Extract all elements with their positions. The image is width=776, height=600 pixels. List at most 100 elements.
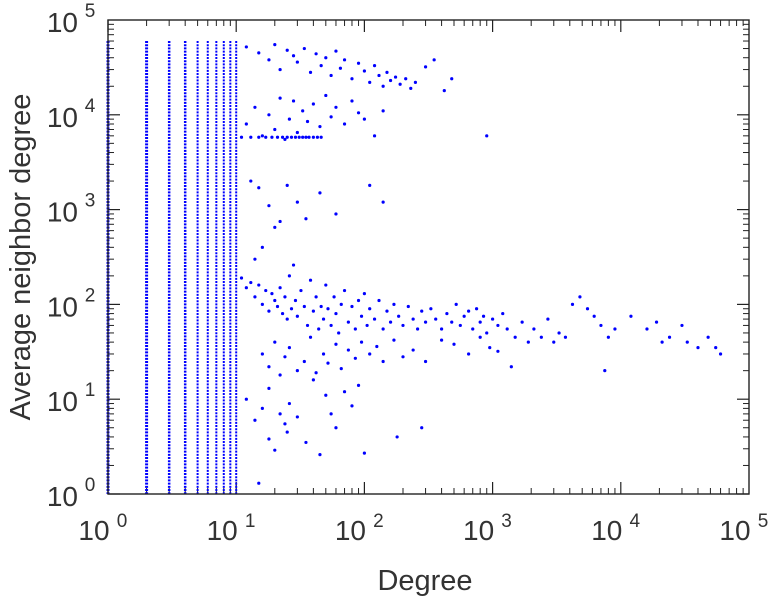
scatter-point xyxy=(346,348,350,352)
scatter-point xyxy=(239,135,244,139)
scatter-point xyxy=(264,288,268,293)
scatter-point xyxy=(645,327,649,331)
scatter-point xyxy=(381,200,385,204)
x-tick-exponent: 2 xyxy=(373,511,384,532)
scatter-point xyxy=(305,119,310,124)
scatter-point xyxy=(592,314,596,318)
scatter-point xyxy=(365,323,369,328)
scatter-point xyxy=(280,311,285,316)
scatter-point xyxy=(395,435,399,439)
scatter-point xyxy=(260,406,264,410)
scatter-point xyxy=(321,317,326,321)
scatter-point xyxy=(295,415,299,419)
scatter-point xyxy=(260,302,264,306)
axis-ticks xyxy=(107,20,749,495)
scatter-point xyxy=(257,135,261,139)
y-tick-exponent: 1 xyxy=(85,380,96,401)
scatter-point xyxy=(397,314,401,318)
scatter-point xyxy=(342,58,347,62)
scatter-points xyxy=(239,43,723,485)
scatter-point xyxy=(359,314,364,318)
scatter-point xyxy=(260,134,264,138)
scatter-point xyxy=(253,257,257,261)
scatter-point xyxy=(375,344,379,349)
scatter-point xyxy=(413,80,418,84)
scatter-point xyxy=(439,327,444,331)
scatter-point xyxy=(329,73,333,78)
scatter-point xyxy=(267,365,271,369)
scatter-point xyxy=(356,298,361,303)
scatter-point xyxy=(334,105,338,109)
x-tick-label: 10 xyxy=(719,515,750,546)
scatter-point xyxy=(324,283,328,287)
scatter-point xyxy=(326,307,330,311)
x-tick-label: 10 xyxy=(591,515,622,546)
scatter-point xyxy=(526,340,530,344)
scatter-point xyxy=(429,307,433,311)
scatter-point xyxy=(321,352,326,356)
scatter-point xyxy=(314,295,318,299)
scatter-point xyxy=(260,352,264,356)
scatter-point xyxy=(409,86,413,90)
scatter-point xyxy=(467,352,471,356)
scatter-point xyxy=(329,115,333,119)
scatter-point xyxy=(381,327,385,331)
scatter-point xyxy=(388,78,393,83)
scatter-point xyxy=(287,274,291,278)
scatter-point xyxy=(275,135,280,139)
scatter-point xyxy=(342,122,347,126)
scatter-point xyxy=(299,288,303,293)
scatter-point xyxy=(308,70,313,75)
scatter-point xyxy=(334,49,338,53)
scatter-point xyxy=(696,346,700,350)
scatter-point xyxy=(654,320,659,324)
scatter-point xyxy=(509,365,513,369)
scatter-point xyxy=(393,75,398,79)
scatter-point xyxy=(350,304,354,309)
scatter-point xyxy=(275,304,280,309)
scatter-point xyxy=(385,70,389,75)
y-tick-label: 10 xyxy=(47,481,78,512)
scatter-point xyxy=(432,58,436,62)
x-tick-label: 10 xyxy=(207,515,238,546)
scatter-point xyxy=(368,80,372,84)
scatter-point xyxy=(326,361,330,365)
y-tick-exponent: 0 xyxy=(85,475,96,496)
scatter-point xyxy=(332,295,336,299)
y-tick-label: 10 xyxy=(47,386,78,417)
scatter-point xyxy=(513,335,517,339)
scatter-point xyxy=(603,369,607,373)
x-tick-label: 10 xyxy=(335,515,366,546)
scatter-point xyxy=(244,286,248,290)
scatter-point xyxy=(311,135,315,139)
scatter-point xyxy=(496,323,500,328)
scatter-point xyxy=(260,245,264,249)
scatter-point xyxy=(685,340,689,344)
scatter-point xyxy=(283,422,287,426)
scatter-point xyxy=(287,117,291,121)
scatter-point xyxy=(362,451,366,455)
scatter-point xyxy=(287,401,291,406)
scatter-point xyxy=(278,67,282,72)
scatter-point xyxy=(278,286,282,290)
scatter-point xyxy=(372,317,377,321)
scatter-point xyxy=(278,412,282,416)
x-tick-exponent: 1 xyxy=(245,511,256,532)
scatter-point xyxy=(319,64,323,68)
scatter-point xyxy=(295,200,299,204)
scatter-point xyxy=(337,331,341,335)
scatter-point xyxy=(304,440,308,445)
scatter-point xyxy=(362,117,366,121)
scatter-point xyxy=(278,373,282,377)
scatter-point xyxy=(334,342,338,346)
scatter-point xyxy=(342,288,347,293)
scatter-point xyxy=(295,60,299,64)
scatter-point xyxy=(342,390,347,394)
scatter-point xyxy=(406,304,410,309)
scatter-point xyxy=(301,109,305,113)
scatter-point xyxy=(411,317,415,321)
x-tick-label: 10 xyxy=(78,515,109,546)
scatter-point xyxy=(434,317,438,321)
y-tick-label: 10 xyxy=(47,197,78,228)
scatter-point xyxy=(317,327,321,331)
